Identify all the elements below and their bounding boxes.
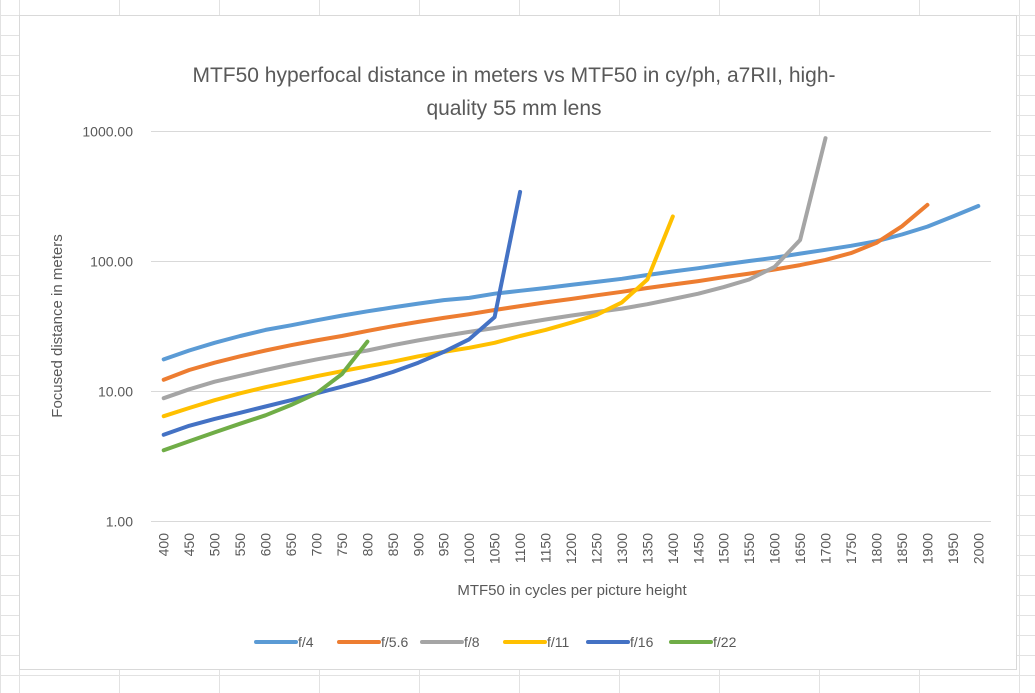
x-tick-label: 650 xyxy=(283,533,299,557)
series-line xyxy=(161,189,523,437)
x-tick-label: 1700 xyxy=(818,533,834,564)
chart-title-line-2: quality 55 mm lens xyxy=(426,97,601,120)
x-tick-label: 1550 xyxy=(741,533,757,564)
y-tick-label: 100.00 xyxy=(90,254,133,270)
y-tick-label: 1000.00 xyxy=(82,124,133,140)
legend-label: f/16 xyxy=(630,634,654,650)
legend: f/4 f/5.6 f/8 f/11 f/16 f/22 xyxy=(254,634,737,650)
series-line xyxy=(161,339,370,453)
x-tick-label: 400 xyxy=(156,533,172,557)
legend-label: f/22 xyxy=(713,634,737,650)
legend-label: f/8 xyxy=(464,634,480,650)
x-tick-label: 1600 xyxy=(767,533,783,564)
y-tick-label: 1.00 xyxy=(106,514,133,530)
x-tick-label: 550 xyxy=(232,533,248,557)
x-tick-label: 1850 xyxy=(894,533,910,564)
x-tick-label: 1900 xyxy=(919,533,935,564)
x-tick-label: 950 xyxy=(436,533,452,557)
x-tick-label: 700 xyxy=(308,533,324,557)
x-tick-label: 1400 xyxy=(665,533,681,564)
x-tick-label: 750 xyxy=(334,533,350,557)
x-tick-label: 450 xyxy=(181,533,197,557)
legend-label: f/4 xyxy=(298,634,314,650)
chart-title-line-1: MTF50 hyperfocal distance in meters vs M… xyxy=(192,64,835,87)
series-line xyxy=(161,202,930,382)
x-tick-label: 1300 xyxy=(614,533,630,564)
x-tick-label: 1200 xyxy=(563,533,579,564)
x-tick-label: 1100 xyxy=(512,533,528,563)
x-tick-label: 1250 xyxy=(588,533,604,564)
x-tick-label: 1450 xyxy=(690,533,706,564)
chart-canvas: MTF50 hyperfocal distance in meters vs M… xyxy=(49,64,991,650)
legend-label: f/11 xyxy=(547,634,570,650)
x-tick-label: 900 xyxy=(410,533,426,557)
x-tick-label: 1050 xyxy=(487,533,503,564)
x-tick-label: 2000 xyxy=(970,533,986,564)
x-tick-label: 1350 xyxy=(639,533,655,564)
x-tick-label: 850 xyxy=(385,533,401,557)
x-tick-label: 500 xyxy=(207,533,223,557)
series-line xyxy=(161,136,828,401)
series-line xyxy=(161,204,981,362)
series-line xyxy=(161,214,675,419)
x-tick-label: 1800 xyxy=(868,533,884,564)
x-axis-label: MTF50 in cycles per picture height xyxy=(457,582,687,599)
legend-label: f/5.6 xyxy=(381,634,408,650)
chart-frame[interactable]: MTF50 hyperfocal distance in meters vs M… xyxy=(19,15,1017,670)
y-axis-label: Focused distance in meters xyxy=(49,234,66,417)
x-tick-label: 800 xyxy=(359,533,375,557)
x-tick-label: 1950 xyxy=(945,533,961,564)
x-tick-label: 1150 xyxy=(538,533,554,563)
x-tick-label: 1750 xyxy=(843,533,859,564)
plot-area: 1.00 10.00 100.00 1000.00 400 450 500 550 600 650… xyxy=(82,124,991,564)
x-tick-label: 1000 xyxy=(461,533,477,564)
x-tick-label: 1650 xyxy=(792,533,808,564)
x-tick-label: 1500 xyxy=(716,533,732,564)
y-tick-label: 10.00 xyxy=(98,384,133,400)
x-tick-label: 600 xyxy=(258,533,274,557)
